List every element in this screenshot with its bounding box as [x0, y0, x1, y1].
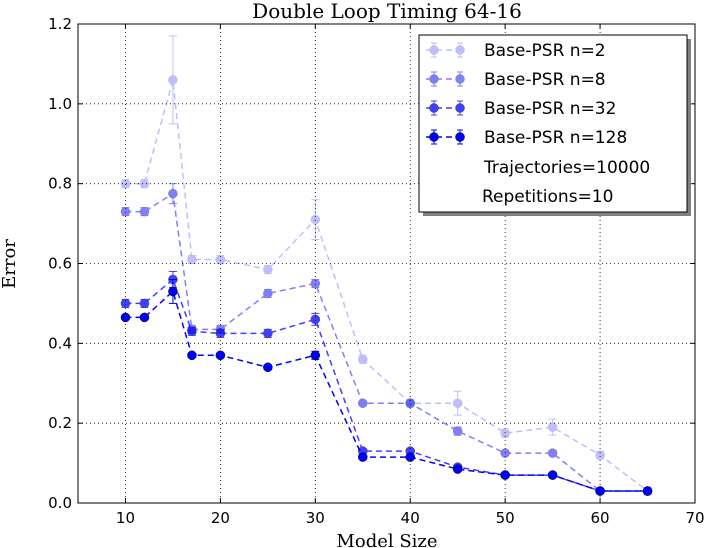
series-line [125, 192, 648, 492]
data-point [263, 264, 273, 275]
legend-text-trajectories: Trajectories=10000 [483, 158, 650, 178]
legend-entries: Base-PSR n=2 Base-PSR n=8 Base-PSR n=32 Bas… [426, 41, 627, 148]
data-point [120, 298, 131, 309]
legend-point [455, 103, 465, 113]
data-point [168, 286, 178, 297]
grid [78, 24, 695, 503]
x-tick-label: 40 [401, 509, 420, 527]
legend-label-3: Base-PSR n=128 [484, 128, 627, 148]
data-point [405, 452, 415, 462]
legend-marker-0 [426, 42, 466, 58]
data-point [500, 428, 510, 438]
legend-marker-2 [426, 100, 466, 116]
data-point [642, 486, 653, 496]
data-point [263, 328, 273, 339]
series-2 [120, 270, 653, 496]
data-point [595, 450, 605, 460]
y-tick-label: 0.0 [48, 494, 72, 512]
x-axis-label: Model Size [336, 531, 437, 548]
x-tick-label: 10 [116, 509, 135, 527]
data-point [215, 328, 226, 339]
series-1 [120, 183, 653, 496]
data-point [310, 278, 321, 289]
series-layer [120, 35, 653, 496]
legend-label-0: Base-PSR n=2 [484, 41, 606, 61]
data-point [452, 464, 463, 474]
y-axis-label: Error [0, 239, 20, 289]
data-point [215, 350, 226, 361]
data-point [452, 398, 463, 408]
data-point [139, 206, 150, 217]
x-tick-label: 60 [591, 509, 610, 527]
legend-point [455, 132, 465, 142]
y-tick-label: 0.2 [48, 414, 72, 432]
data-point [547, 470, 558, 480]
legend-point [429, 45, 439, 55]
data-point [310, 214, 321, 225]
data-point [139, 178, 150, 189]
y-tick-label: 1.2 [48, 15, 72, 33]
x-tick-label: 70 [685, 509, 704, 527]
data-point [215, 254, 226, 265]
data-point [500, 448, 510, 458]
data-point [358, 452, 368, 462]
legend-marker-1 [426, 71, 466, 87]
legend-label-1: Base-PSR n=8 [484, 70, 606, 90]
legend-point [429, 103, 439, 113]
legend-point [455, 74, 465, 84]
y-tick-label: 1.0 [48, 95, 72, 113]
data-point [187, 350, 197, 361]
data-point [168, 188, 178, 199]
data-point [139, 298, 150, 309]
legend-marker-3 [426, 129, 466, 145]
legend-box [418, 34, 688, 213]
data-point [452, 426, 463, 436]
data-point [547, 448, 558, 458]
x-tick-label: 20 [211, 509, 230, 527]
series-3 [120, 278, 653, 496]
series-line [125, 278, 648, 492]
data-point [310, 314, 321, 325]
legend-text-repetitions: Repetitions=10 [482, 187, 613, 207]
data-point [405, 398, 415, 408]
legend: Base-PSR n=2 Base-PSR n=8 Base-PSR n=32 Bas… [418, 34, 691, 216]
y-tick-label: 0.8 [48, 175, 72, 193]
legend-label-2: Base-PSR n=32 [484, 99, 616, 119]
data-point [358, 398, 368, 408]
data-point [358, 354, 368, 365]
data-point [263, 362, 273, 373]
data-point [310, 350, 321, 361]
data-point [187, 254, 197, 265]
data-point [139, 312, 150, 323]
data-point [187, 326, 197, 337]
x-tick-label: 50 [496, 509, 515, 527]
x-tick-label: 30 [306, 509, 325, 527]
legend-point [429, 74, 439, 84]
data-point [595, 486, 605, 496]
legend-point [429, 132, 439, 142]
data-point [168, 75, 178, 85]
data-point [120, 206, 131, 217]
legend-point [455, 45, 465, 55]
data-point [120, 178, 131, 189]
y-tick-label: 0.4 [48, 334, 72, 352]
series-line [125, 290, 648, 492]
data-point [120, 312, 131, 323]
y-tick-label: 0.6 [48, 255, 72, 273]
data-point [263, 288, 273, 299]
chart-title: Double Loop Timing 64-16 [252, 0, 522, 23]
ticks: 10 20 30 40 50 60 70 0.0 0.2 0.4 0.6 0.8 1.0 1.2 [48, 15, 704, 527]
data-point [500, 470, 510, 480]
data-point [547, 422, 558, 432]
